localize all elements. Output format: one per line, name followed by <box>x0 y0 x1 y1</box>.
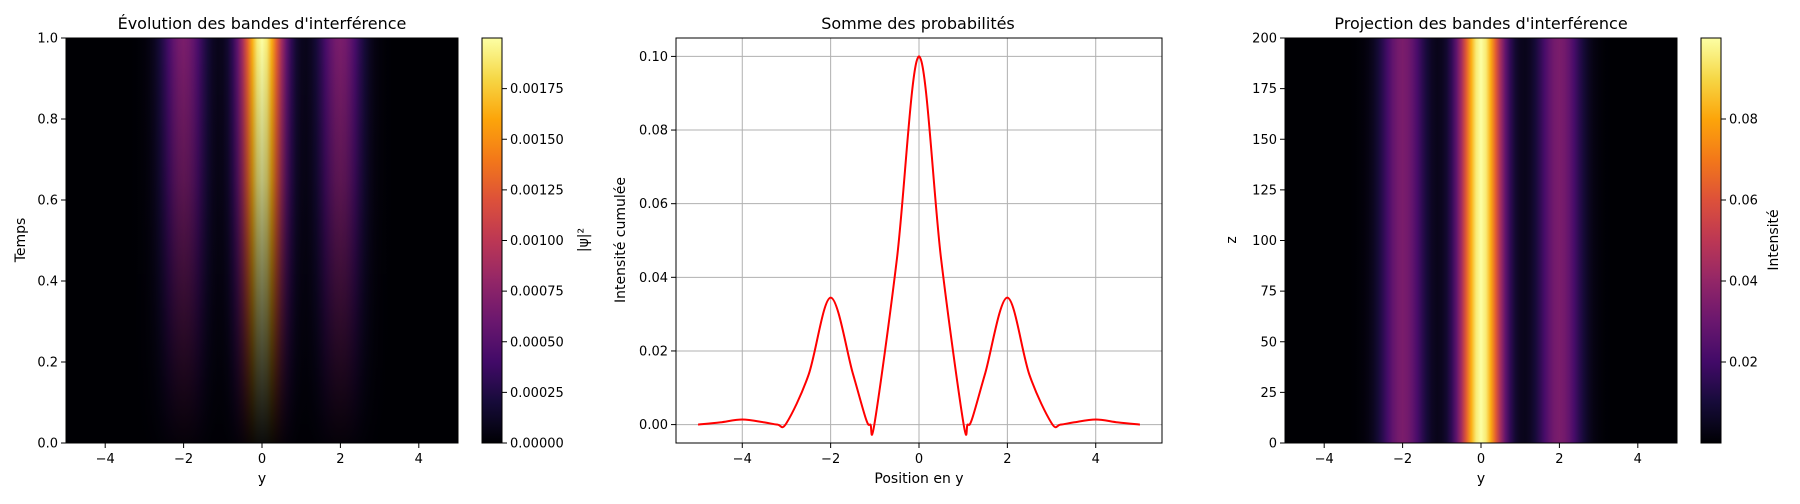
x-tick-label: −2 <box>1393 452 1412 467</box>
colorbar-tick-label: 0.00075 <box>510 285 564 300</box>
y-tick-label: 1.0 <box>37 32 58 47</box>
y-tick-label: 100 <box>1252 234 1277 249</box>
x-tick-label: 0 <box>915 452 923 467</box>
y-tick-label: 0.4 <box>37 275 58 290</box>
y-tick-label: 125 <box>1252 183 1277 198</box>
x-axis-label: y <box>258 471 266 487</box>
y-axis-label: Temps <box>13 218 29 264</box>
colorbar-label: Intensité <box>1766 209 1782 270</box>
y-tick-label: 0.8 <box>37 113 58 128</box>
x-tick-label: 4 <box>1634 452 1642 467</box>
colorbar <box>1701 38 1721 443</box>
x-axis-ticks: −4 −2 0 2 4 <box>733 443 1100 467</box>
time-fade-overlay <box>66 38 458 443</box>
colorbar-tick-label: 0.08 <box>1729 113 1758 128</box>
x-tick-label: 2 <box>1003 452 1011 467</box>
colorbar-fill <box>482 38 502 443</box>
colorbar-tick-label: 0.00175 <box>510 82 564 97</box>
y-tick-label: 75 <box>1260 285 1277 300</box>
y-tick-label: 0.02 <box>639 344 668 359</box>
x-tick-label: 4 <box>1092 452 1100 467</box>
colorbar-tick-label: 0.02 <box>1729 356 1758 371</box>
y-axis-ticks: 0.00 0.02 0.04 0.06 0.08 0.10 <box>639 50 676 433</box>
x-tick-label: −2 <box>174 452 193 467</box>
y-axis-ticks: 0 25 50 75 100 125 150 175 200 <box>1252 32 1285 452</box>
heatmap-area <box>66 38 458 443</box>
y-tick-label: 0.08 <box>639 124 668 139</box>
x-axis-ticks: −4 −2 0 2 4 <box>1315 443 1642 467</box>
colorbar-ticks: 0.00000 0.00025 0.00050 0.00075 0.00100 0.001… <box>502 82 564 452</box>
x-tick-label: −4 <box>96 452 115 467</box>
colorbar-tick-label: 0.00050 <box>510 335 564 350</box>
colorbar-tick-label: 0.06 <box>1729 194 1758 209</box>
colorbar <box>482 38 502 443</box>
y-tick-label: 0.04 <box>639 271 668 286</box>
chart-title: Somme des probabilités <box>821 14 1015 33</box>
x-axis-label: y <box>1477 471 1485 487</box>
colorbar-fill <box>1701 38 1721 443</box>
y-tick-label: 0.10 <box>639 50 668 65</box>
y-tick-label: 0.0 <box>37 437 58 452</box>
colorbar-tick-label: 0.00025 <box>510 386 564 401</box>
x-tick-label: 0 <box>258 452 266 467</box>
chart-title: Projection des bandes d'interférence <box>1334 14 1627 33</box>
y-axis-ticks: 0.0 0.2 0.4 0.6 0.8 1.0 <box>37 32 66 452</box>
x-axis-label: Position en y <box>874 471 963 487</box>
x-tick-label: −4 <box>733 452 752 467</box>
x-axis-ticks: −4 −2 0 2 4 <box>96 443 423 467</box>
interference-projection-chart: Projection des bandes d'interférence −4−… <box>1224 14 1782 487</box>
x-tick-label: 2 <box>1555 452 1563 467</box>
y-tick-label: 0.00 <box>639 418 668 433</box>
colorbar-ticks: 0.02 0.04 0.06 0.08 <box>1721 113 1758 371</box>
colorbar-frame <box>1700 37 1722 444</box>
colorbar-tick-label: 0.00100 <box>510 234 564 249</box>
heatmap-bands <box>1285 38 1677 443</box>
x-tick-label: 0 <box>1477 452 1485 467</box>
chart-title: Évolution des bandes d'interférence <box>118 14 407 33</box>
colorbar-tick-label: 0.00125 <box>510 183 564 198</box>
colorbar-tick-label: 0.00150 <box>510 133 564 148</box>
interference-evolution-chart: Évolution des bandes d'interférence −4 −2… <box>13 14 592 487</box>
y-tick-label: 50 <box>1260 335 1277 350</box>
intensity-series-line <box>697 55 1141 436</box>
y-tick-label: 150 <box>1252 133 1277 148</box>
y-tick-label: 0.06 <box>639 197 668 212</box>
x-tick-label: 4 <box>415 452 423 467</box>
y-tick-label: 0 <box>1269 437 1277 452</box>
x-tick-label: −2 <box>821 452 840 467</box>
x-tick-label: −4 <box>1315 452 1334 467</box>
y-axis-label: Intensité cumulée <box>613 177 629 303</box>
y-axis-label: z <box>1224 236 1240 243</box>
heatmap-area <box>1285 38 1677 443</box>
y-tick-label: 175 <box>1252 82 1277 97</box>
colorbar-tick-label: 0.04 <box>1729 275 1758 290</box>
y-tick-label: 0.6 <box>37 194 58 209</box>
grid-lines <box>676 38 1162 443</box>
probability-sum-chart: Somme des probabilités −4 −2 0 2 4 0.000.020… <box>613 14 1163 487</box>
y-tick-label: 200 <box>1252 32 1277 47</box>
colorbar-label: |ψ|² <box>576 228 592 252</box>
y-tick-label: 25 <box>1260 386 1277 401</box>
y-tick-label: 0.2 <box>37 356 58 371</box>
x-tick-label: 2 <box>336 452 344 467</box>
colorbar-tick-label: 0.00000 <box>510 437 564 452</box>
